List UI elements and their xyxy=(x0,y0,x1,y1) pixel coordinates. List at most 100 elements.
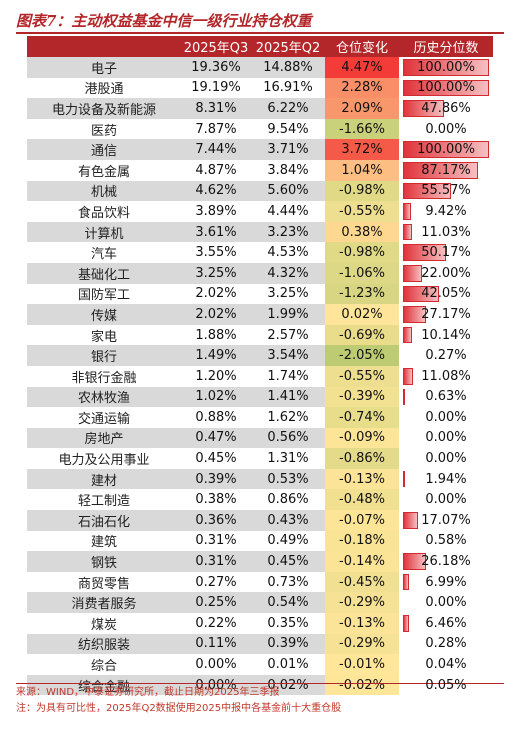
table-row: 交通运输 0.88% 1.62% -0.74% 0.00% xyxy=(27,407,493,428)
percentile-cell: 0.00% xyxy=(399,119,493,140)
q2-weight: 3.25% xyxy=(251,283,325,305)
table-row: 电子 19.36% 14.88% 4.47% 100.00% xyxy=(27,57,493,78)
q3-weight: 1.49% xyxy=(181,345,251,366)
percentile-value: 0.00% xyxy=(425,409,467,425)
q2-weight: 0.49% xyxy=(251,530,325,552)
percentile-value: 0.05% xyxy=(425,677,467,693)
percentile-cell: 0.58% xyxy=(399,531,493,552)
percentile-bar xyxy=(403,388,405,406)
percentile-bar xyxy=(403,306,426,323)
position-change-cell: 2.09% xyxy=(325,98,399,119)
q2-weight: 4.53% xyxy=(251,242,325,263)
percentile-value: 11.08% xyxy=(421,368,471,384)
industry-name: 电子 xyxy=(27,57,181,78)
percentile-bar xyxy=(403,326,412,344)
percentile-value: 0.00% xyxy=(425,430,467,446)
percentile-value: 0.04% xyxy=(425,657,467,673)
percentile-value: 6.99% xyxy=(425,574,467,590)
q3-weight: 3.25% xyxy=(181,262,251,284)
percentile-value: 100.00% xyxy=(417,59,475,75)
percentile-value: 1.94% xyxy=(425,471,467,487)
position-change-cell: -0.13% xyxy=(325,468,399,490)
percentile-cell: 22.00% xyxy=(399,263,493,284)
percentile-cell: 0.00% xyxy=(399,448,493,469)
position-change-cell: -0.29% xyxy=(325,592,399,614)
q2-weight: 0.43% xyxy=(251,510,325,531)
percentile-value: 0.28% xyxy=(425,636,467,652)
q2-weight: 4.44% xyxy=(251,201,325,222)
q3-weight: 0.00% xyxy=(181,674,251,696)
table-row: 石油石化 0.36% 0.43% -0.07% 17.07% xyxy=(27,510,493,531)
table-row: 电力设备及新能源 8.31% 6.22% 2.09% 47.86% xyxy=(27,98,493,119)
position-change-cell: -0.98% xyxy=(325,242,399,263)
q2-weight: 3.23% xyxy=(251,221,325,243)
percentile-cell: 17.07% xyxy=(399,510,493,531)
industry-name: 建筑 xyxy=(27,530,181,552)
table-row: 综合金融 0.00% 0.02% -0.02% 0.05% xyxy=(27,674,493,696)
position-change-cell: 3.72% xyxy=(325,139,399,160)
table-row: 轻工制造 0.38% 0.86% -0.48% 0.00% xyxy=(27,489,493,511)
percentile-value: 0.63% xyxy=(425,389,467,405)
position-change-cell: -0.98% xyxy=(325,180,399,202)
industry-name: 交通运输 xyxy=(27,407,181,428)
industry-name: 电力设备及新能源 xyxy=(27,98,181,119)
industry-name: 食品饮料 xyxy=(27,201,181,222)
industry-name: 钢铁 xyxy=(27,551,181,572)
q3-weight: 19.19% xyxy=(181,77,251,99)
q2-weight: 3.71% xyxy=(251,139,325,160)
percentile-value: 9.42% xyxy=(425,203,467,219)
percentile-value: 10.14% xyxy=(421,327,471,343)
percentile-cell: 0.05% xyxy=(399,675,493,696)
q3-weight: 0.00% xyxy=(181,654,251,675)
industry-name: 房地产 xyxy=(27,427,181,449)
header-industry xyxy=(27,36,181,57)
q2-weight: 1.74% xyxy=(251,365,325,387)
chart-title: 图表7：主动权益基金中信一级行业持仓权重 xyxy=(16,12,312,30)
q3-weight: 0.39% xyxy=(181,468,251,490)
header-row: 2025年Q3 2025年Q2 仓位变化 历史分位数 xyxy=(27,36,493,57)
percentile-value: 0.00% xyxy=(425,492,467,508)
industry-name: 国防军工 xyxy=(27,283,181,305)
percentile-bar xyxy=(403,553,426,570)
position-change-cell: -0.74% xyxy=(325,407,399,428)
q3-weight: 0.25% xyxy=(181,592,251,614)
percentile-cell: 11.08% xyxy=(399,366,493,387)
q3-weight: 0.47% xyxy=(181,427,251,449)
table-row: 非银行金融 1.20% 1.74% -0.55% 11.08% xyxy=(27,365,493,387)
percentile-cell: 0.63% xyxy=(399,387,493,408)
position-change-cell: -0.18% xyxy=(325,530,399,552)
table-row: 消费者服务 0.25% 0.54% -0.29% 0.00% xyxy=(27,592,493,614)
table-row: 有色金属 4.87% 3.84% 1.04% 87.17% xyxy=(27,159,493,181)
percentile-value: 26.18% xyxy=(421,554,471,570)
position-change-cell: -0.69% xyxy=(325,324,399,346)
industry-name: 综合 xyxy=(27,654,181,675)
percentile-cell: 42.05% xyxy=(399,284,493,305)
q2-weight: 2.57% xyxy=(251,324,325,346)
industry-name: 轻工制造 xyxy=(27,489,181,511)
q3-weight: 0.27% xyxy=(181,571,251,593)
industry-name: 纺织服装 xyxy=(27,633,181,655)
q3-weight: 0.31% xyxy=(181,530,251,552)
industry-name: 商贸零售 xyxy=(27,571,181,593)
q3-weight: 4.62% xyxy=(181,180,251,202)
percentile-cell: 0.00% xyxy=(399,592,493,613)
percentile-cell: 47.86% xyxy=(399,98,493,119)
percentile-cell: 9.42% xyxy=(399,201,493,222)
table-row: 煤炭 0.22% 0.35% -0.13% 6.46% xyxy=(27,613,493,634)
percentile-value: 0.00% xyxy=(425,451,467,467)
table-row: 通信 7.44% 3.71% 3.72% 100.00% xyxy=(27,139,493,160)
percentile-bar xyxy=(403,100,444,117)
position-change-cell: -1.23% xyxy=(325,283,399,305)
holdings-table: 2025年Q3 2025年Q2 仓位变化 历史分位数 电子 19.36% 14.88… xyxy=(27,36,493,696)
source-note: 来源：WIND，中泰证券研究所，截止日期为2025年三季报 xyxy=(16,687,280,698)
position-change-cell: -0.39% xyxy=(325,386,399,408)
percentile-cell: 55.57% xyxy=(399,181,493,202)
table-row: 医药 7.87% 9.54% -1.66% 0.00% xyxy=(27,118,493,140)
q2-weight: 14.88% xyxy=(251,57,325,78)
industry-name: 农林牧渔 xyxy=(27,386,181,408)
position-change-cell: -0.86% xyxy=(325,448,399,469)
percentile-cell: 27.17% xyxy=(399,304,493,325)
title-rule xyxy=(16,32,504,34)
table-row: 银行 1.49% 3.54% -2.05% 0.27% xyxy=(27,345,493,366)
industry-name: 非银行金融 xyxy=(27,365,181,387)
